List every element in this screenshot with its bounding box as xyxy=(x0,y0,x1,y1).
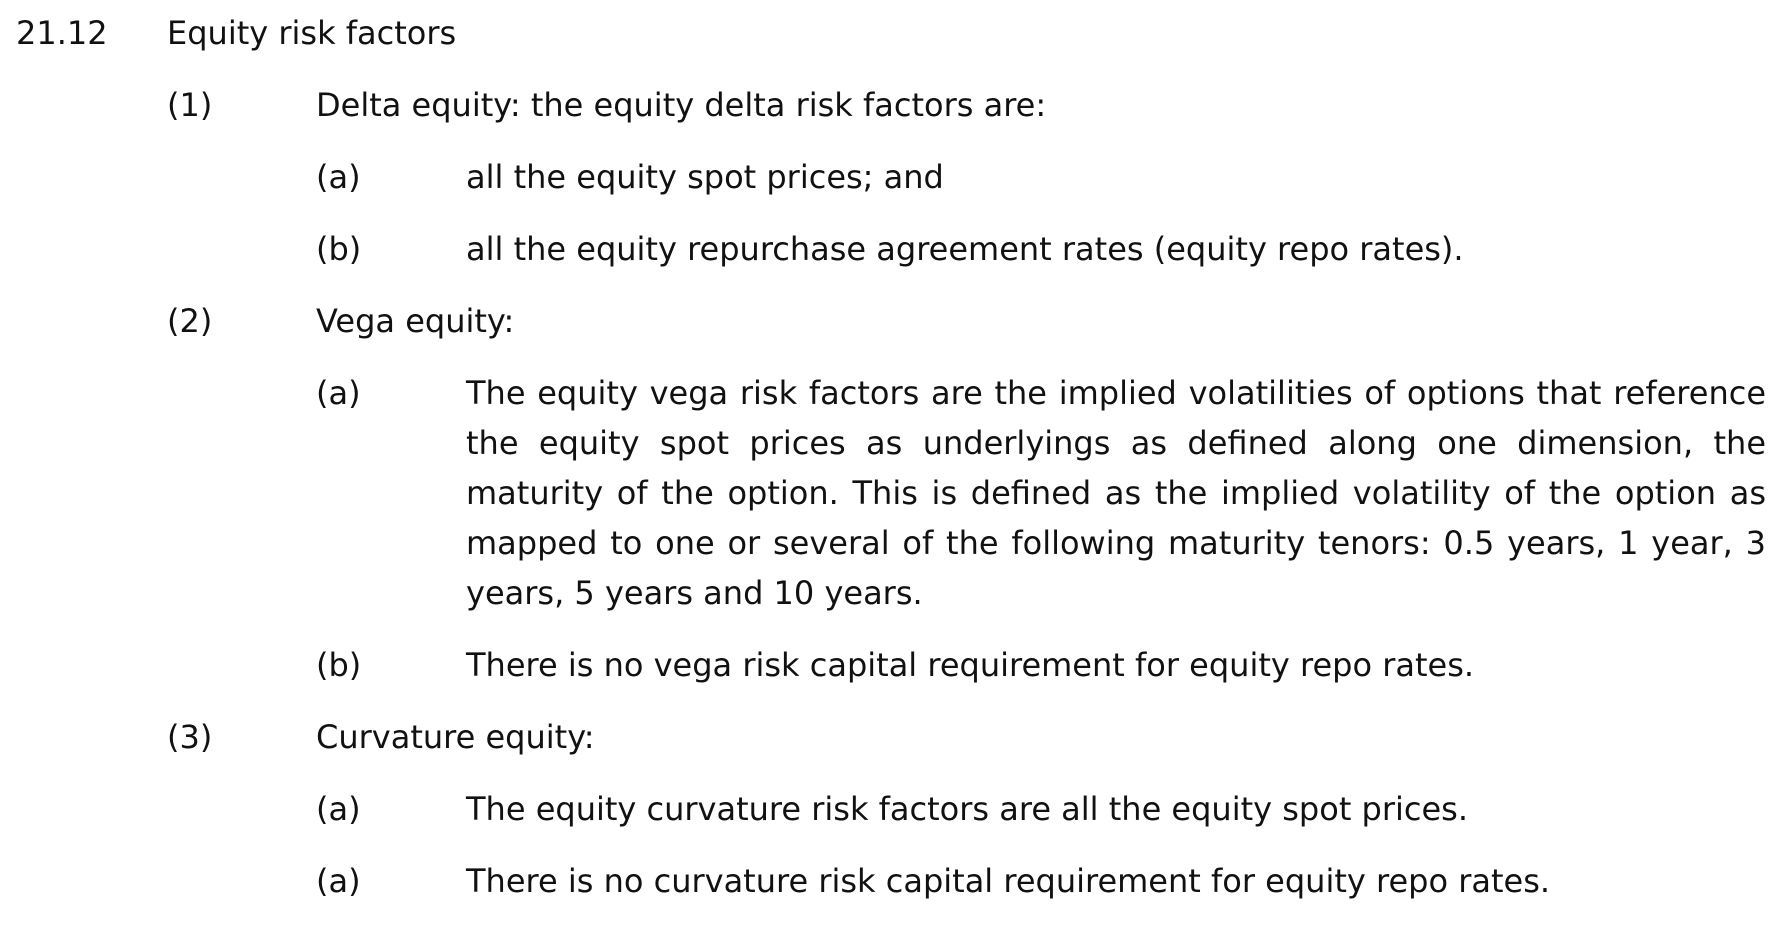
item-2-number: (2) xyxy=(167,302,213,340)
item-1a-number: (a) xyxy=(316,158,361,196)
item-3b-text: There is no curvature risk capital requi… xyxy=(466,862,1551,900)
item-2a-text: The equity vega risk factors are the imp… xyxy=(466,374,1766,612)
item-3-number: (3) xyxy=(167,718,213,756)
section-title: Equity risk factors xyxy=(167,14,457,52)
item-2a-number: (a) xyxy=(316,374,361,412)
section-number: 21.12 xyxy=(16,14,108,52)
item-2b-text: There is no vega risk capital requiremen… xyxy=(466,646,1475,684)
item-3a-number: (a) xyxy=(316,790,361,828)
item-1-number: (1) xyxy=(167,86,213,124)
item-1b-number: (b) xyxy=(316,230,362,268)
item-3-heading: Curvature equity: xyxy=(316,718,595,756)
item-1-heading: Delta equity: the equity delta risk fact… xyxy=(316,86,1047,124)
item-1a-text: all the equity spot prices; and xyxy=(466,158,944,196)
item-3b-number: (a) xyxy=(316,862,361,900)
item-2-heading: Vega equity: xyxy=(316,302,515,340)
item-2b-number: (b) xyxy=(316,646,362,684)
item-3a-text: The equity curvature risk factors are al… xyxy=(466,790,1469,828)
item-1b-text: all the equity repurchase agreement rate… xyxy=(466,230,1464,268)
